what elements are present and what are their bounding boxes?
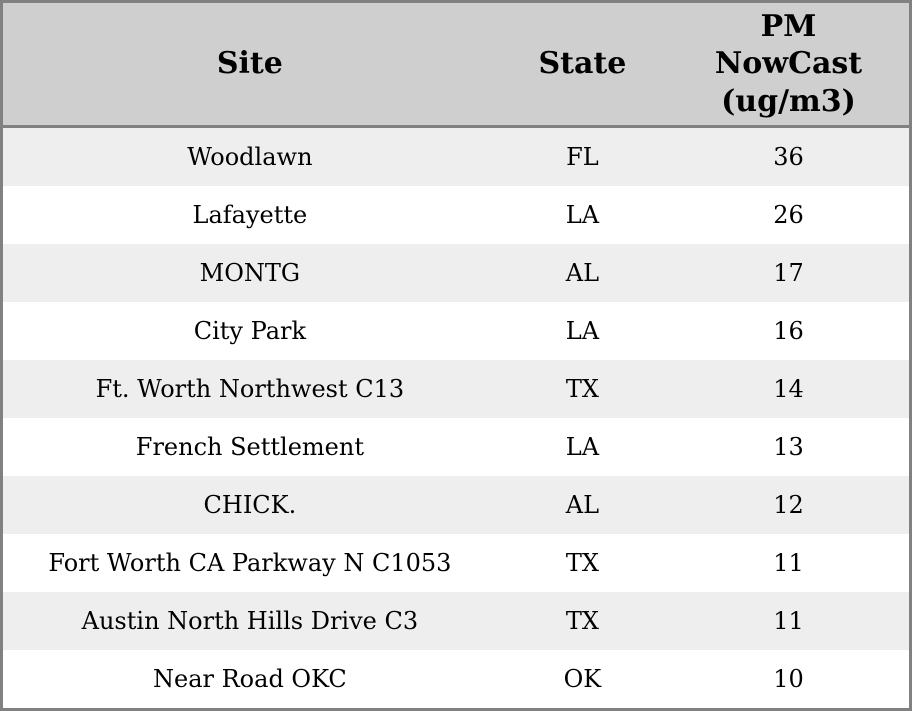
site-cell: French Settlement bbox=[135, 432, 364, 461]
site-cell: Lafayette bbox=[192, 201, 308, 229]
pm-nowcast-cell: 16 bbox=[773, 316, 804, 345]
pm-nowcast-cell: 11 bbox=[773, 606, 804, 635]
state-cell: TX bbox=[565, 548, 599, 577]
pm-nowcast-cell: 17 bbox=[773, 258, 804, 287]
site-cell: Austin North Hills Drive C3 bbox=[81, 606, 419, 635]
column-header-site-label: Site bbox=[216, 46, 283, 82]
table-row: Near Road OKC OK 10 bbox=[3, 649, 909, 708]
site-cell: MONTG bbox=[199, 258, 301, 287]
table-row: French Settlement LA 13 bbox=[3, 417, 909, 476]
pm-nowcast-table: Site State PM NowCast (ug/m3) Woodlawn F… bbox=[3, 3, 909, 708]
column-header-pm-nowcast-label: PM NowCast (ug/m3) bbox=[714, 8, 863, 119]
state-cell: TX bbox=[565, 606, 599, 635]
state-cell: LA bbox=[565, 316, 600, 345]
table-row: CHICK. AL 12 bbox=[3, 475, 909, 534]
column-header-state-label: State bbox=[538, 46, 627, 82]
table-row: Woodlawn FL 36 bbox=[3, 126, 909, 187]
pm-nowcast-cell: 13 bbox=[773, 432, 804, 461]
site-cell: Woodlawn bbox=[187, 143, 313, 171]
pm-nowcast-cell: 26 bbox=[773, 201, 804, 229]
site-cell: City Park bbox=[193, 316, 307, 345]
table-row: Austin North Hills Drive C3 TX 11 bbox=[3, 591, 909, 650]
state-cell: FL bbox=[566, 143, 599, 171]
site-cell: Fort Worth CA Parkway N C1053 bbox=[48, 548, 452, 577]
state-cell: AL bbox=[565, 258, 600, 287]
state-cell: TX bbox=[565, 374, 599, 403]
pm-nowcast-cell: 12 bbox=[773, 490, 804, 519]
header-row: Site State PM NowCast (ug/m3) bbox=[3, 3, 909, 128]
column-header-pm-nowcast: PM NowCast (ug/m3) bbox=[668, 3, 909, 128]
column-header-state: State bbox=[496, 3, 668, 128]
site-cell: Ft. Worth Northwest C13 bbox=[95, 374, 405, 403]
pm-nowcast-cell: 36 bbox=[773, 143, 804, 171]
table-row: Ft. Worth Northwest C13 TX 14 bbox=[3, 359, 909, 418]
pm-nowcast-cell: 11 bbox=[773, 548, 804, 577]
state-cell: AL bbox=[565, 490, 600, 519]
table-row: City Park LA 16 bbox=[3, 301, 909, 360]
table-header: Site State PM NowCast (ug/m3) bbox=[3, 3, 909, 128]
pm-nowcast-cell: 14 bbox=[773, 374, 804, 403]
pm-nowcast-cell: 10 bbox=[773, 664, 804, 693]
table-row: Fort Worth CA Parkway N C1053 TX 11 bbox=[3, 533, 909, 592]
table-row: MONTG AL 17 bbox=[3, 244, 909, 302]
table-row: Lafayette LA 26 bbox=[3, 186, 909, 244]
state-cell: LA bbox=[565, 432, 600, 461]
site-cell: CHICK. bbox=[203, 490, 297, 519]
column-header-site: Site bbox=[3, 3, 497, 128]
table-body: Woodlawn FL 36 Lafayette LA 26 MONTG AL … bbox=[3, 126, 909, 708]
state-cell: LA bbox=[565, 201, 600, 229]
state-cell: OK bbox=[563, 664, 602, 693]
site-cell: Near Road OKC bbox=[153, 664, 347, 693]
